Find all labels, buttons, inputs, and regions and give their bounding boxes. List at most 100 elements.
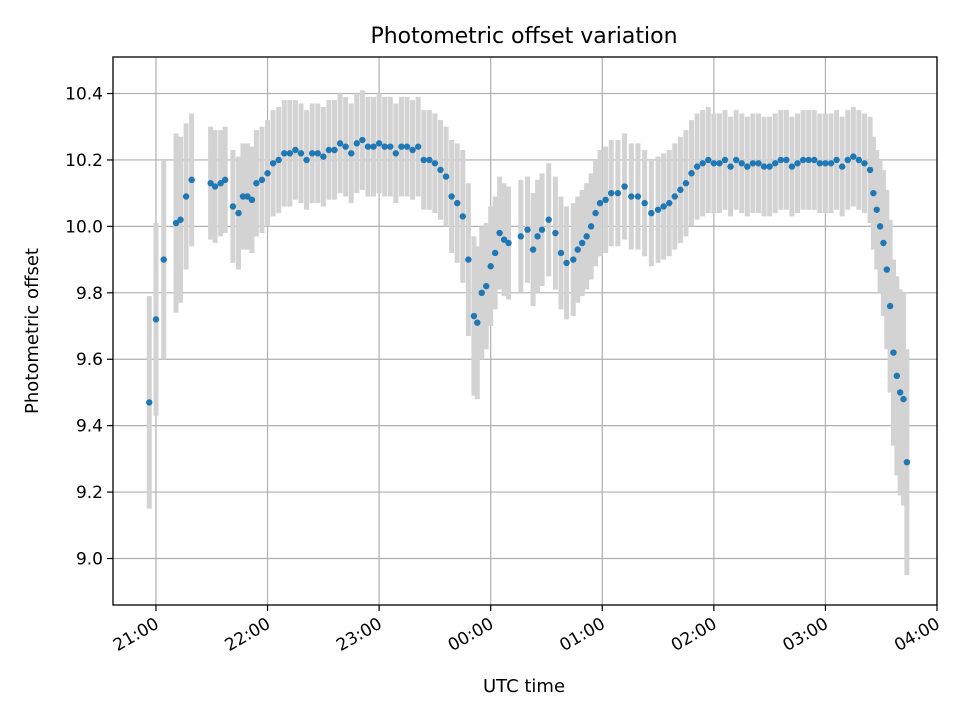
data-point: [772, 160, 779, 167]
data-point: [152, 316, 160, 323]
data-point: [799, 156, 807, 164]
data-point: [805, 156, 812, 164]
x-tick-label: 01:00: [556, 614, 608, 656]
x-axis-label: UTC time: [483, 676, 565, 697]
data-point: [727, 163, 734, 170]
data-point: [325, 146, 333, 154]
data-point: [688, 170, 695, 177]
data-point: [437, 166, 444, 174]
data-point: [235, 209, 242, 217]
y-axis-ticks: 9.0 9.2 9.4 9.6 9.8 10.0 10.2 10.4: [65, 85, 113, 570]
data-point: [431, 160, 439, 167]
data-point: [788, 163, 796, 170]
data-point: [827, 160, 835, 167]
data-point: [755, 160, 762, 167]
chart-title: Photometric offset variation: [370, 24, 677, 49]
data-point: [442, 173, 450, 180]
data-point: [873, 206, 880, 213]
data-point: [578, 239, 586, 247]
data-point: [570, 256, 577, 263]
data-point: [336, 140, 344, 147]
data-point: [822, 160, 829, 167]
data-point: [896, 389, 904, 396]
data-point: [641, 199, 648, 207]
data-point: [880, 239, 887, 247]
data-point: [409, 146, 416, 154]
data-point: [886, 302, 894, 310]
data-point: [721, 156, 729, 164]
data-point: [211, 183, 219, 190]
x-tick-label: 21:00: [110, 614, 162, 656]
data-point: [398, 143, 405, 150]
data-point: [275, 156, 282, 164]
y-tick-label: 9.4: [76, 417, 103, 437]
data-point: [359, 136, 366, 144]
data-point: [172, 219, 180, 227]
data-point: [292, 146, 299, 154]
data-point: [500, 236, 508, 243]
data-points: [146, 136, 911, 466]
data-point: [207, 180, 214, 187]
data-point: [392, 150, 400, 157]
y-axis-label: Photometric offset: [22, 248, 43, 414]
data-point: [552, 229, 559, 237]
data-point: [850, 153, 857, 160]
data-point: [766, 163, 773, 170]
data-point: [876, 223, 884, 230]
data-point: [783, 156, 790, 164]
data-point: [710, 160, 718, 167]
data-point: [699, 160, 706, 167]
data-point: [844, 156, 851, 164]
data-point: [529, 246, 537, 253]
data-point: [648, 209, 655, 217]
data-point: [517, 233, 525, 240]
x-tick-label: 23:00: [333, 614, 385, 656]
data-point: [816, 160, 824, 167]
data-point: [870, 189, 877, 197]
data-point: [491, 249, 499, 257]
data-point: [364, 143, 372, 150]
data-point: [414, 143, 422, 150]
data-point: [866, 166, 874, 174]
data-point: [621, 183, 628, 190]
data-point: [269, 160, 277, 167]
data-point: [890, 349, 897, 356]
data-point: [602, 196, 609, 204]
y-tick-label: 10.2: [65, 151, 103, 171]
data-point: [483, 282, 490, 290]
data-point: [348, 150, 355, 157]
data-point: [583, 233, 590, 240]
data-point: [188, 176, 195, 184]
data-point: [297, 150, 305, 157]
data-point: [496, 229, 503, 237]
data-point: [716, 160, 723, 167]
data-point: [838, 163, 846, 170]
data-point: [381, 143, 388, 150]
data-point: [258, 176, 266, 184]
data-point: [239, 193, 247, 200]
data-point: [693, 163, 701, 170]
y-tick-label: 9.8: [76, 284, 103, 304]
data-point: [545, 216, 552, 223]
data-point: [426, 156, 433, 164]
data-point: [248, 196, 256, 204]
data-point: [811, 156, 818, 164]
data-point: [331, 146, 338, 154]
data-point: [314, 150, 321, 157]
data-point: [628, 193, 635, 200]
data-point: [244, 193, 251, 200]
data-point: [308, 150, 316, 157]
data-point: [448, 193, 455, 200]
data-point: [420, 156, 427, 164]
data-point: [470, 312, 478, 320]
data-point: [705, 156, 712, 164]
data-point: [671, 193, 678, 200]
data-point: [760, 163, 768, 170]
data-point: [160, 256, 167, 263]
data-point: [634, 193, 642, 200]
data-point: [777, 156, 784, 164]
y-tick-label: 10.0: [65, 217, 103, 237]
data-point: [286, 150, 294, 157]
data-point: [375, 140, 383, 147]
